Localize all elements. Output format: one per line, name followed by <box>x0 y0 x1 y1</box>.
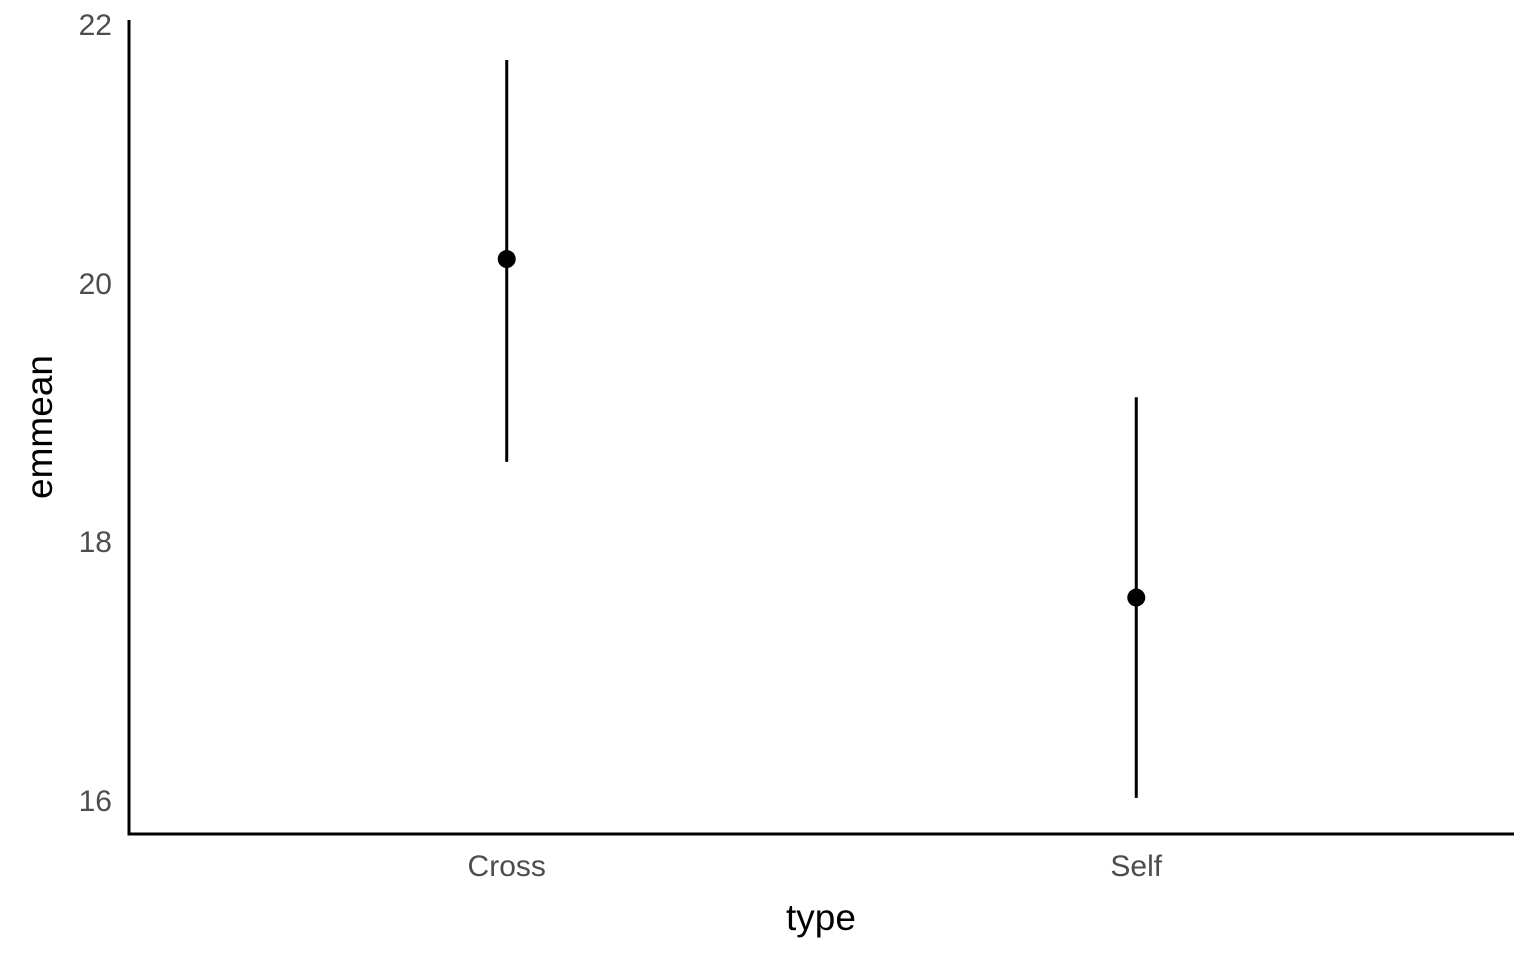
y-tick-label-20: 20 <box>78 267 112 301</box>
x-tick-label-cross: Cross <box>467 850 546 883</box>
x-axis-title: type <box>786 897 856 938</box>
point-self <box>1127 588 1146 607</box>
y-tick-label-18: 18 <box>78 526 112 560</box>
x-tick-label-self: Self <box>1110 850 1163 883</box>
point-cross <box>497 250 516 269</box>
y-tick-label-16: 16 <box>78 784 112 818</box>
y-tick-label-22: 22 <box>78 9 112 43</box>
y-axis-title: emmean <box>19 355 60 499</box>
